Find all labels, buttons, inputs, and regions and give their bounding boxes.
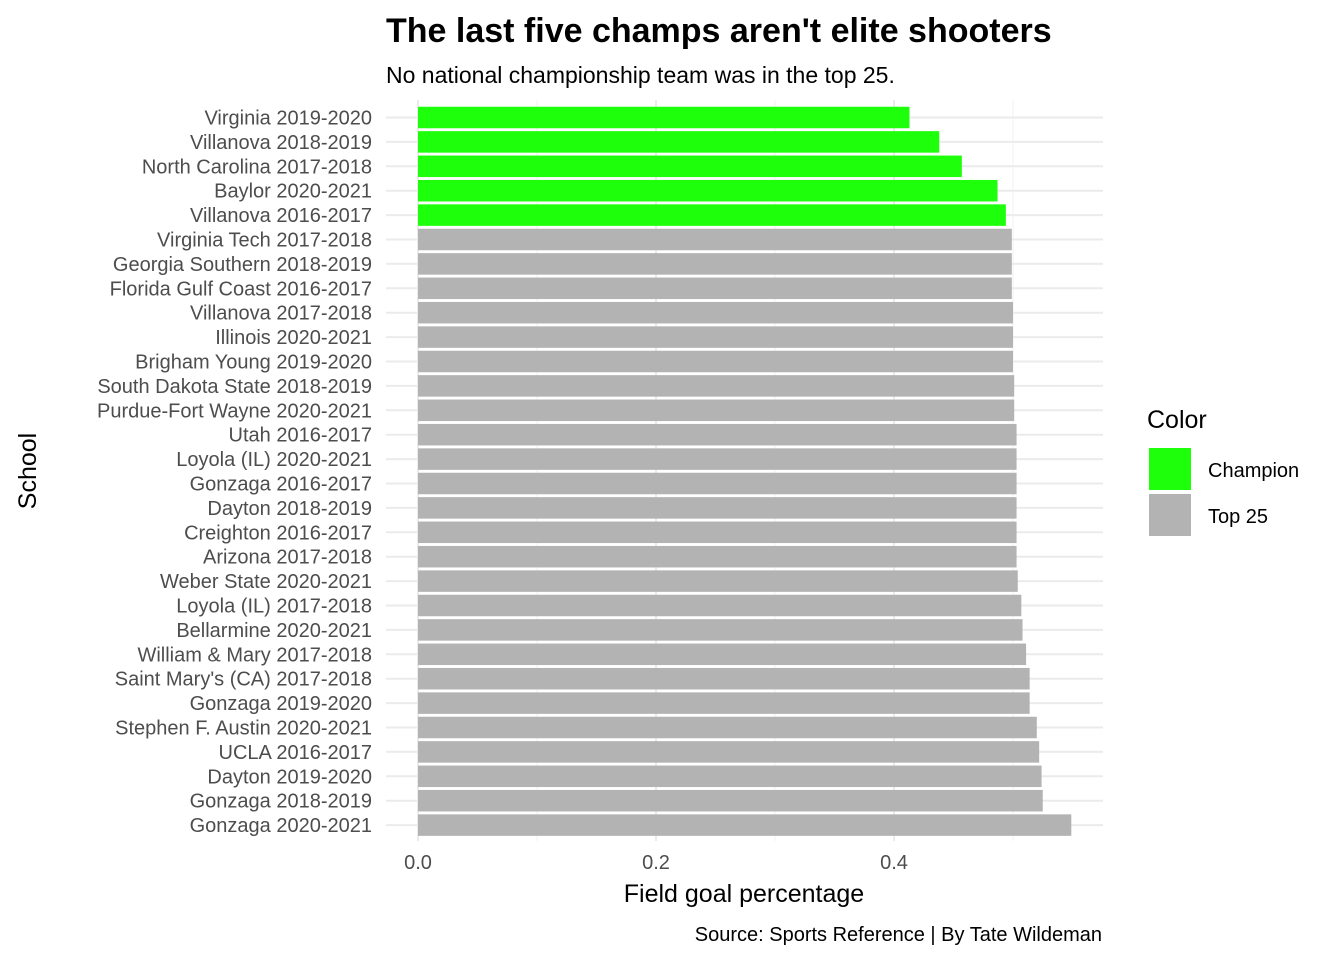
- bar: [418, 423, 1017, 446]
- chart-title: The last five champs aren't elite shoote…: [386, 12, 1052, 50]
- legend-key-top25: [1149, 494, 1191, 536]
- y-tick-label: Florida Gulf Coast 2016-2017: [110, 278, 372, 300]
- x-tick-label: 0.0: [404, 852, 432, 874]
- y-tick-label: Georgia Southern 2018-2019: [113, 254, 372, 276]
- bar: [418, 619, 1023, 641]
- bar: [418, 814, 1072, 836]
- bar: [418, 521, 1017, 544]
- bar: [418, 692, 1030, 714]
- bar: [418, 228, 1012, 251]
- y-tick-label: Loyola (IL) 2020-2021: [176, 449, 372, 471]
- bar: [418, 179, 998, 202]
- chart-subtitle: No national championship team was in the…: [386, 62, 895, 88]
- y-tick-label: Saint Mary's (CA) 2017-2018: [115, 669, 372, 691]
- bar: [418, 570, 1018, 592]
- y-tick-label: Gonzaga 2016-2017: [190, 474, 372, 496]
- y-tick-label: Gonzaga 2019-2020: [190, 693, 372, 715]
- y-tick-label: Bellarmine 2020-2021: [176, 620, 372, 642]
- bar: [418, 155, 962, 178]
- y-tick-label: Villanova 2018-2019: [190, 132, 372, 154]
- bar: [418, 472, 1017, 495]
- y-tick-label: Virginia 2019-2020: [204, 108, 372, 130]
- y-tick-label: Villanova 2017-2018: [190, 303, 372, 325]
- chart-caption: Source: Sports Reference | By Tate Wilde…: [695, 924, 1102, 946]
- x-axis-title: Field goal percentage: [624, 880, 864, 908]
- bar: [418, 594, 1022, 617]
- bar: [418, 326, 1013, 348]
- y-tick-label: South Dakota State 2018-2019: [97, 376, 372, 398]
- y-tick-label: Virginia Tech 2017-2018: [157, 230, 372, 252]
- y-tick-label: Creighton 2016-2017: [184, 522, 372, 544]
- legend-title: Color: [1147, 406, 1207, 434]
- bar: [418, 765, 1042, 788]
- y-tick-label: Dayton 2018-2019: [207, 498, 372, 520]
- bar: [418, 545, 1017, 568]
- x-tick-label: 0.4: [880, 852, 908, 874]
- bar: [418, 716, 1037, 739]
- bar: [418, 643, 1027, 666]
- legend: Color Champion Top 25: [1147, 406, 1299, 536]
- bar: [418, 789, 1043, 812]
- y-tick-label: North Carolina 2017-2018: [142, 156, 372, 178]
- y-axis-title: School: [14, 433, 42, 509]
- y-tick-label: Loyola (IL) 2017-2018: [176, 596, 372, 618]
- bar: [418, 667, 1030, 690]
- bar: [418, 204, 1006, 226]
- bar: [418, 253, 1012, 275]
- bar: [418, 497, 1017, 519]
- y-tick-label: Weber State 2020-2021: [160, 571, 372, 593]
- bar: [418, 277, 1012, 300]
- y-tick-label: Utah 2016-2017: [229, 425, 372, 447]
- bar: [418, 741, 1040, 763]
- legend-key-champion: [1149, 448, 1191, 490]
- bar: [418, 350, 1013, 373]
- y-tick-label: Gonzaga 2020-2021: [190, 815, 372, 837]
- bar: [418, 301, 1013, 324]
- y-tick-label: Arizona 2017-2018: [203, 547, 372, 569]
- bar: [418, 375, 1015, 397]
- legend-label-champion: Champion: [1208, 460, 1299, 482]
- y-tick-label: Illinois 2020-2021: [215, 327, 372, 349]
- y-tick-label: Purdue-Fort Wayne 2020-2021: [97, 400, 372, 422]
- y-tick-label: Villanova 2016-2017: [190, 205, 372, 227]
- y-tick-label: William & Mary 2017-2018: [137, 644, 372, 666]
- legend-label-top25: Top 25: [1208, 506, 1268, 528]
- y-tick-label: UCLA 2016-2017: [219, 742, 372, 764]
- y-tick-label: Brigham Young 2019-2020: [135, 352, 372, 374]
- bar: [418, 131, 940, 153]
- x-tick-labels: 0.0 0.2 0.4: [404, 852, 908, 874]
- bar: [418, 448, 1017, 470]
- bar: [418, 106, 910, 129]
- y-tick-label: Gonzaga 2018-2019: [190, 791, 372, 813]
- y-tick-label: Dayton 2019-2020: [207, 766, 372, 788]
- y-tick-label: Stephen F. Austin 2020-2021: [115, 718, 372, 740]
- bar: [418, 399, 1015, 422]
- bars: [418, 106, 1072, 836]
- y-tick-label: Baylor 2020-2021: [214, 181, 372, 203]
- x-tick-label: 0.2: [642, 852, 670, 874]
